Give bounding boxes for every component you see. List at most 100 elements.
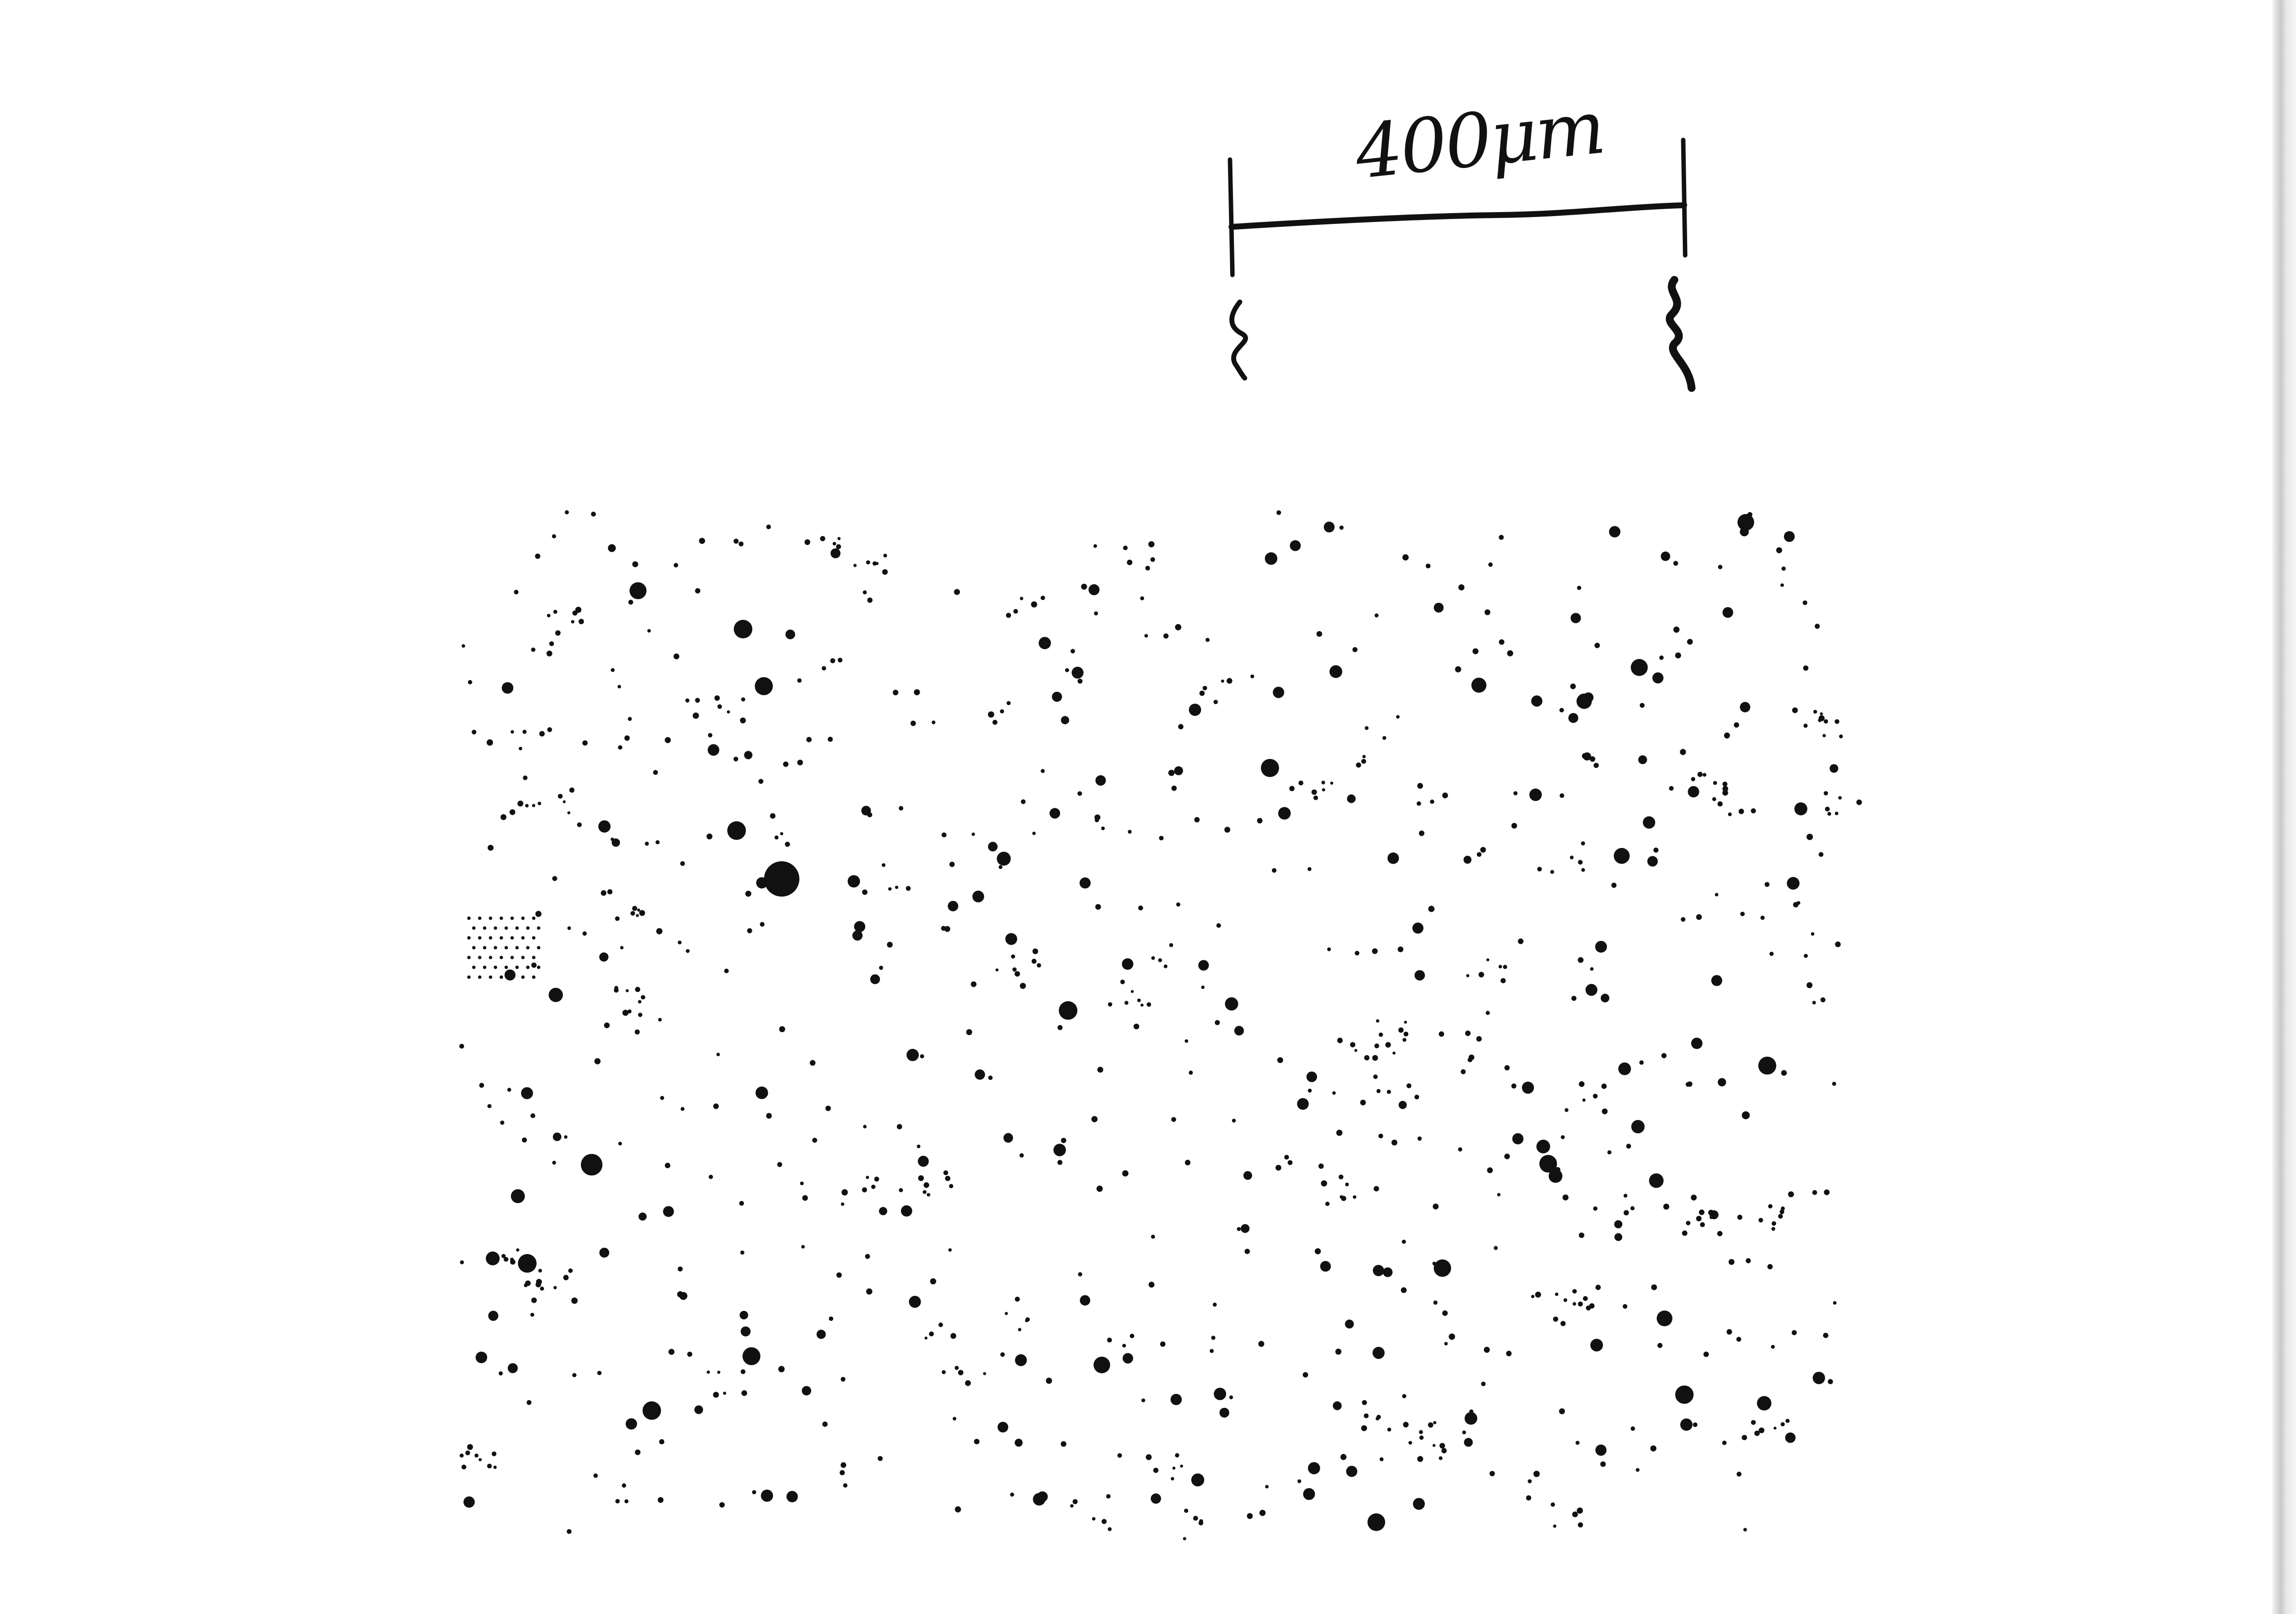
stipple-dot (1184, 1508, 1188, 1513)
stipple-dot (988, 711, 994, 718)
stipple-dot (1659, 655, 1664, 660)
stipple-dot (1506, 1350, 1512, 1357)
stipple-dot (1577, 585, 1582, 590)
stipple-dot (1590, 967, 1594, 971)
stipple-dot (817, 1330, 826, 1339)
stipple-dot (571, 620, 574, 624)
stipple-dot (1032, 831, 1036, 835)
scale-bar-right-tick (1681, 137, 1688, 258)
stipple-dot (887, 942, 893, 948)
stipple-dot (471, 730, 477, 735)
stipple-dot (657, 1497, 664, 1503)
stipple-dot (716, 1052, 720, 1057)
stipple-dot (1464, 1412, 1477, 1425)
stipple-dot (1781, 1070, 1787, 1076)
stipple-dot (1832, 1082, 1836, 1086)
stipple-dot (783, 761, 789, 767)
stipple-dot (1498, 965, 1503, 969)
stipple-dot (948, 1248, 952, 1252)
stipple-dot (1533, 1471, 1540, 1477)
stipple-dot (1601, 1083, 1607, 1089)
stipple-dot (1564, 1108, 1569, 1112)
stipple-dot (1212, 1302, 1217, 1307)
stipple-dot (1432, 1444, 1436, 1447)
stipple-dot (1673, 561, 1678, 566)
stipple-dot (1010, 1492, 1014, 1497)
stipple-dot (568, 1268, 573, 1273)
stipple-dot (988, 842, 998, 851)
stipple-dot (608, 544, 616, 552)
stipple-dot (514, 590, 519, 595)
stipple-dot (1570, 855, 1574, 860)
stipple-dot (1553, 1316, 1558, 1322)
stipple-dot (1361, 1425, 1367, 1431)
stipple-dot (1078, 1272, 1082, 1277)
stipple-dot (1284, 1154, 1289, 1160)
stipple-dot (779, 1026, 785, 1033)
stipple-dot (679, 1292, 687, 1300)
stipple-dot (1709, 1216, 1713, 1219)
stipple-dot (1472, 648, 1479, 655)
stipple-dot (1693, 1422, 1698, 1427)
stipple-dot (1476, 1036, 1482, 1042)
stipple-dot (1324, 521, 1335, 533)
stipple-dot (558, 793, 563, 799)
stipple-dot (498, 1371, 503, 1376)
stipple-dot (841, 1189, 848, 1196)
stipple-dot (1652, 672, 1664, 684)
stipple-dot (1124, 1001, 1129, 1005)
stipple-dot (1417, 801, 1421, 806)
stipple-dot (1618, 1062, 1631, 1075)
stipple-dot (1647, 856, 1658, 867)
stipple-dot (1824, 719, 1829, 724)
stipple-dot (924, 1337, 928, 1340)
stipple-dot (888, 887, 892, 891)
stipple-dot (678, 1266, 683, 1272)
stipple-dot (1439, 1443, 1445, 1449)
stipple-dot (1006, 613, 1011, 618)
stipple-dot (1458, 1147, 1462, 1152)
stipple-dot (804, 539, 811, 545)
stipple-dot (567, 811, 571, 815)
stipple-dot (744, 751, 753, 760)
stipple-dot (618, 1142, 622, 1146)
stipple-dot (1428, 1422, 1434, 1428)
stipple-dot (1327, 947, 1331, 952)
stipple-dot (1582, 1098, 1586, 1102)
stipple-dot (634, 1029, 640, 1035)
stipple-dot (713, 1392, 719, 1398)
stipple-dot (1025, 1317, 1030, 1322)
stipple-dot (1682, 1230, 1688, 1236)
stipple-dot (801, 1245, 805, 1249)
stipple-dot (639, 910, 645, 916)
stipple-dot (1355, 951, 1360, 956)
stipple-dot (1205, 638, 1210, 642)
stipple-dot (622, 1010, 629, 1016)
stipple-dot (1691, 1038, 1703, 1049)
stipple-dot (786, 1491, 798, 1503)
stipple-dot (1504, 1065, 1510, 1071)
stipple-dot (1151, 956, 1155, 960)
stipple-dot (516, 1248, 519, 1252)
stipple-dot (1579, 1232, 1585, 1238)
stipple-dot (459, 1043, 465, 1049)
stipple-dot (1680, 749, 1686, 755)
stipple-dot (1015, 1354, 1027, 1367)
stipple-dot (1077, 679, 1083, 684)
stipple-dot (1507, 650, 1513, 657)
stipple-dot (1602, 1108, 1608, 1115)
stipple-dot (1830, 764, 1838, 773)
stipple-dot (521, 936, 525, 940)
stipple-dot (467, 680, 472, 684)
stipple-dot (1417, 1136, 1422, 1141)
stipple-dot (1806, 833, 1813, 840)
stipple-dot (1240, 1224, 1250, 1233)
stipple-dot (489, 936, 492, 940)
stipple-dot (1600, 1461, 1606, 1467)
stipple-dot (1781, 566, 1786, 571)
stipple-dot (1140, 596, 1145, 601)
stipple-dot (635, 986, 640, 992)
stipple-dot (1717, 1231, 1723, 1236)
stipple-dot (1772, 1221, 1777, 1226)
stipple-dot (1345, 1319, 1354, 1329)
